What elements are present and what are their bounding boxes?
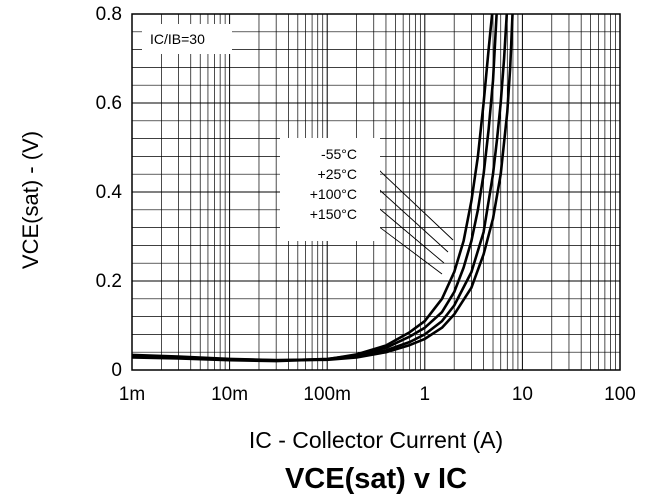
condition-box [142, 24, 232, 54]
x-tick-label: 1 [420, 384, 431, 405]
y-tick-label: 0.6 [96, 93, 122, 114]
chart-title-end: IC [438, 463, 467, 495]
chart-title-main: VCE(sat) [285, 463, 406, 495]
condition-label: IC/IB=30 [150, 31, 205, 47]
legend-label: +150°C [310, 206, 357, 222]
y-tick-label: 0 [111, 360, 122, 381]
y-axis-label-rest: - (V) [18, 131, 43, 180]
y-axis-label-main: VCE(sat) [18, 180, 43, 269]
y-tick-label: 0.2 [96, 271, 122, 292]
legend: -55°C +25°C +100°C +150°C [310, 146, 357, 222]
legend-label: +25°C [318, 166, 357, 182]
x-tick-label: 1m [119, 384, 145, 405]
series-line-3 [132, 14, 514, 362]
chart-title-sub: v [406, 463, 438, 495]
x-tick-label: 100 [604, 384, 636, 405]
x-axis-label-prefix: IC [249, 427, 272, 453]
tick-labels: 1m 10m 100m 1 10 100 0 0.2 0.4 0.6 0.8 [96, 4, 636, 405]
y-tick-label: 0.8 [96, 4, 122, 25]
x-tick-label: 10 [512, 384, 533, 405]
y-axis-label: VCE(sat) - (V) [18, 131, 43, 269]
x-tick-label: 10m [211, 384, 248, 405]
y-tick-label: 0.4 [96, 182, 123, 203]
x-axis-label-rest: - Collector Current (A) [272, 427, 503, 453]
x-axis-label: IC - Collector Current (A) [249, 427, 503, 453]
legend-label: +100°C [310, 186, 357, 202]
series-layer [132, 14, 514, 363]
legend-label: -55°C [321, 146, 357, 162]
legend-box [280, 138, 380, 241]
chart-title: VCE(sat) v IC [285, 463, 467, 495]
x-tick-label: 100m [303, 384, 351, 405]
